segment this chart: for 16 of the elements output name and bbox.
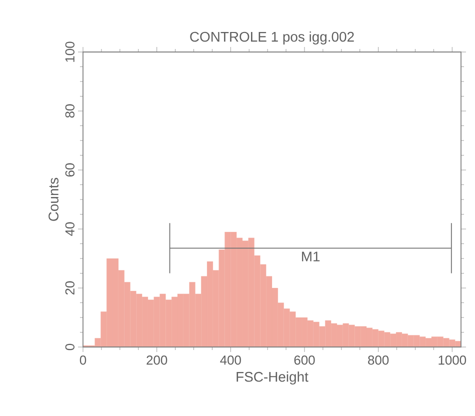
y-tick-label: 80: [65, 104, 74, 118]
series-label: M1: [302, 252, 320, 262]
x-tick-label: 1000: [438, 356, 466, 365]
x-tick-label: 400: [220, 356, 241, 365]
y-tick-label: 40: [65, 222, 74, 236]
x-tick-label: 800: [368, 356, 389, 365]
y-tick-label: 20: [65, 281, 74, 295]
y-axis-title: Counts: [48, 178, 58, 221]
x-tick-label: 200: [146, 356, 168, 365]
y-tick-label: 60: [65, 163, 74, 177]
y-tick-label: 0: [65, 344, 74, 350]
x-tick-label: 0: [80, 356, 86, 365]
x-axis-title: FSC-Height: [236, 372, 308, 385]
x-tick-label: 600: [294, 356, 315, 365]
y-tick-label: 100: [65, 42, 74, 62]
chart-title: CONTROLE 1 pos igg.002: [190, 31, 354, 44]
